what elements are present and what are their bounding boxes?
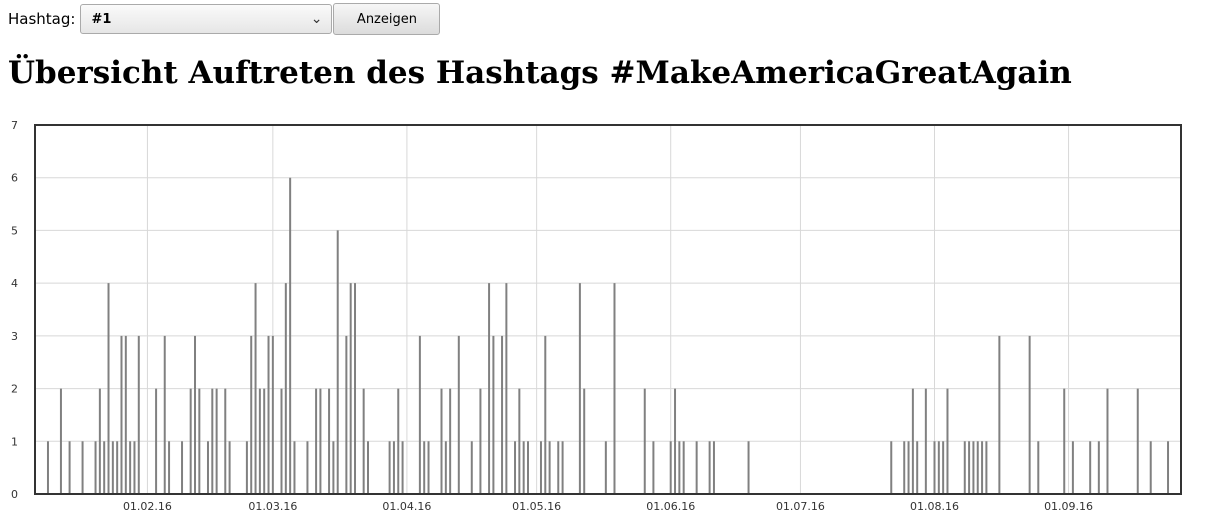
x-tick-label: 01.07.16: [776, 500, 825, 513]
x-tick-label: 01.05.16: [512, 500, 561, 513]
chart-bars: [46, 177, 1170, 494]
page-title: Übersicht Auftreten des Hashtags #MakeAm…: [8, 55, 1072, 91]
y-tick-label: 2: [11, 383, 18, 396]
x-tick-label: 01.03.16: [248, 500, 297, 513]
x-axis-labels: 01.02.16 01.03.16 01.04.16 01.05.16 01.06.16…: [123, 500, 1093, 513]
chart-grid: [35, 124, 1181, 495]
y-tick-label: 6: [11, 172, 18, 185]
hashtag-label: Hashtag:: [8, 10, 76, 28]
y-tick-label: 4: [11, 277, 18, 290]
hashtag-select-value: #1: [91, 11, 112, 27]
y-tick-label: 3: [11, 330, 18, 343]
y-tick-label: 1: [11, 435, 18, 448]
y-tick-label: 0: [11, 488, 18, 501]
x-tick-label: 01.06.16: [646, 500, 695, 513]
x-tick-label: 01.02.16: [123, 500, 172, 513]
x-tick-label: 01.04.16: [382, 500, 431, 513]
y-tick-label: 7: [11, 119, 18, 132]
hashtag-form: Hashtag: #1 ⌄ Anzeigen: [8, 3, 441, 35]
hashtag-chart: 0 1 2 3 4 5 6 7 01.02.16 01.03.16 01.04.16 01.05.1…: [11, 119, 1182, 513]
y-tick-label: 5: [11, 224, 18, 237]
show-button[interactable]: Anzeigen: [333, 3, 441, 35]
x-tick-label: 01.08.16: [910, 500, 959, 513]
hashtag-select[interactable]: #1 ⌄: [80, 4, 333, 34]
y-axis-labels: 0 1 2 3 4 5 6 7: [11, 119, 18, 501]
chevron-down-icon: ⌄: [310, 11, 323, 27]
x-tick-label: 01.09.16: [1044, 500, 1093, 513]
chart-frame: [34, 124, 1182, 495]
